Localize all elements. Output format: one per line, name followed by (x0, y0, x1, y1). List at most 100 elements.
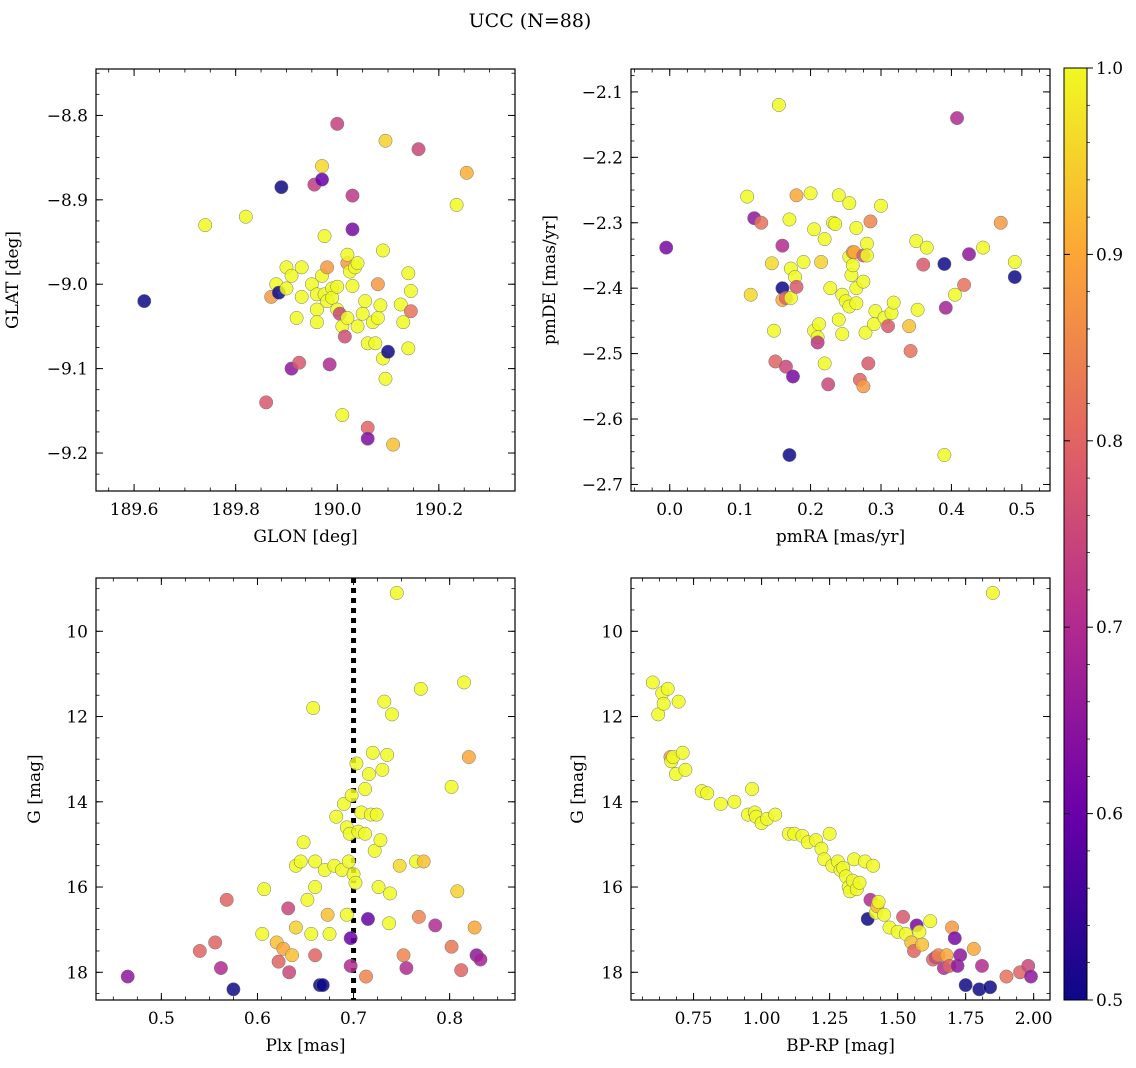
data-point (786, 369, 800, 384)
data-point (350, 256, 365, 271)
y-tick-label: 18 (601, 963, 623, 983)
data-point (392, 858, 407, 873)
data-point (367, 843, 382, 858)
data-point (385, 707, 399, 722)
data-point (370, 311, 385, 325)
data-point (198, 218, 213, 233)
data-point (376, 243, 390, 258)
data-point (428, 918, 443, 933)
data-point (315, 978, 330, 993)
data-point (993, 215, 1008, 230)
y-tick-label: 12 (601, 708, 623, 728)
data-point (807, 222, 822, 237)
x-tick-label: 1.75 (947, 1009, 985, 1029)
data-point (403, 284, 418, 298)
data-point (358, 782, 373, 796)
x-tick-label: 0.5 (148, 1009, 175, 1029)
data-point (401, 341, 416, 356)
data-point (764, 256, 779, 271)
data-point (284, 268, 299, 283)
data-point (678, 762, 693, 777)
data-point (912, 924, 927, 939)
y-tick-label: 16 (66, 878, 88, 898)
data-point (320, 907, 335, 922)
data-point (308, 854, 323, 869)
data-point (294, 289, 309, 304)
data-point (304, 926, 319, 941)
data-point (1007, 270, 1022, 285)
scatter-panel-4: 0.75 1.00 1.25 1.50 1.75 2.00 10 12 14 16 18 BP-RP … (568, 577, 1053, 1056)
data-point (782, 448, 797, 462)
data-point (344, 788, 359, 803)
data-point (831, 188, 846, 203)
data-point (120, 969, 135, 984)
data-point (208, 935, 223, 950)
data-point (950, 111, 964, 126)
data-point (308, 948, 323, 963)
data-point (378, 133, 393, 148)
data-point (754, 215, 769, 230)
data-point (902, 319, 917, 334)
data-point (645, 675, 660, 690)
data-point (849, 296, 864, 311)
data-point (403, 304, 418, 319)
data-point (369, 807, 384, 822)
data-point (279, 281, 294, 296)
data-point (294, 260, 309, 275)
data-point (219, 892, 234, 907)
y-tick-label: −2.7 (582, 475, 623, 495)
data-point (856, 379, 871, 394)
points (120, 585, 488, 997)
x-tick-label: 190.0 (313, 500, 362, 520)
data-point (863, 214, 878, 229)
data-point (915, 937, 930, 952)
data-point (803, 186, 818, 201)
figure-title: UCC (N=88) (469, 10, 592, 32)
data-point (345, 278, 360, 293)
data-point (782, 212, 797, 227)
data-point (343, 931, 358, 946)
data-point (411, 142, 426, 157)
data-point (337, 329, 352, 344)
data-point (822, 826, 837, 841)
data-point (909, 234, 924, 249)
y-tick-label: −9.2 (47, 444, 88, 464)
colorbar-tick-label: 0.6 (1096, 805, 1123, 825)
data-point (381, 344, 395, 359)
panels: 189.6 189.8 190.0 190.2 −8.8 −8.9 −9.0 −9.1 −9.2… (3, 68, 1053, 1056)
colorbar-tick-label: 0.8 (1096, 432, 1123, 452)
data-point (817, 232, 832, 247)
data-point (975, 958, 989, 973)
data-point (938, 300, 953, 315)
data-point (849, 221, 864, 235)
data-point (444, 939, 459, 954)
data-point (821, 377, 836, 392)
data-point (866, 858, 881, 873)
data-point (1007, 255, 1022, 269)
data-point (831, 312, 846, 327)
data-point (192, 944, 207, 958)
data-point (380, 747, 395, 762)
y-tick-label: 14 (601, 793, 623, 813)
x-axis-label: GLON [deg] (253, 527, 357, 547)
data-point (330, 279, 345, 294)
data-point (783, 291, 798, 305)
data-point (745, 782, 760, 796)
x-tick-label: 189.8 (211, 500, 260, 520)
data-point (396, 315, 411, 330)
data-point (903, 344, 918, 358)
data-point (358, 294, 373, 309)
points (645, 585, 1038, 997)
data-point (845, 258, 860, 273)
data-point (859, 248, 874, 263)
data-point (358, 826, 373, 841)
y-tick-label: −9.1 (47, 360, 88, 380)
y-tick-label: −2.5 (582, 345, 623, 365)
data-point (343, 958, 358, 973)
scatter-panel-2: 0.0 0.1 0.2 0.3 0.4 0.5 −2.1 −2.2 −2.3 −2.4 −2.5 −2… (540, 68, 1051, 547)
data-point (315, 172, 329, 187)
y-tick-label: −8.8 (47, 106, 88, 126)
x-tick-label: 1.50 (879, 1009, 917, 1029)
data-point (360, 431, 375, 446)
